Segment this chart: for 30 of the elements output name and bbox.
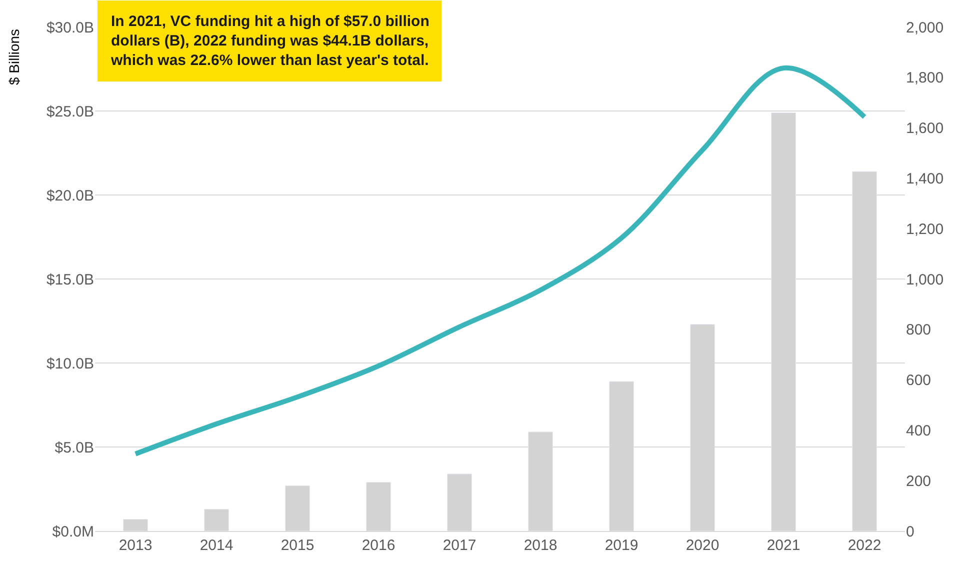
y-axis-title: $ Billions — [6, 28, 22, 85]
x-tick-label: 2019 — [604, 537, 638, 554]
y-tick-label: $15.0B — [46, 271, 94, 288]
y2-tick-label: 1,400 — [906, 170, 944, 188]
x-tick-label: 2013 — [118, 537, 152, 554]
x-tick-label: 2022 — [848, 537, 882, 554]
x-tick-label: 2021 — [766, 537, 800, 554]
annotation: In 2021, VC funding hit a high of $57.0 billion dollars (B), 2022 funding was $44.1B dollars, which was 22.6% lower than last year's total. — [110, 13, 430, 69]
y2-tick-label: 1,000 — [906, 271, 944, 288]
y2-tick-label: 2,000 — [906, 19, 944, 36]
y-tick-label: $30.0B — [46, 19, 94, 36]
y2-tick-label: 1,800 — [906, 70, 944, 87]
y-tick-label: $0.0M — [52, 523, 94, 540]
x-tick-label: 2020 — [686, 537, 720, 554]
y2-tick-label: 1,200 — [906, 220, 944, 238]
y-tick-label: $10.0B — [46, 355, 94, 372]
y2-tick-label: 0 — [906, 523, 914, 540]
y2-tick-label: 1,600 — [906, 120, 944, 138]
y2-tick-label: 800 — [906, 322, 932, 339]
y-tick-label: $20.0B — [46, 187, 94, 204]
y2-tick-label: 200 — [906, 472, 932, 490]
x-tick-label: 2015 — [280, 537, 314, 554]
y2-tick-label: 600 — [906, 372, 932, 390]
x-tick-label: 2018 — [524, 537, 558, 554]
y-tick-label: $25.0B — [46, 103, 94, 120]
x-tick-label: 2016 — [362, 537, 396, 554]
x-tick-label: 2017 — [442, 537, 476, 554]
y-tick-label: $5.0B — [54, 439, 94, 456]
x-tick-label: 2014 — [200, 537, 234, 554]
y2-tick-label: 400 — [906, 422, 932, 440]
